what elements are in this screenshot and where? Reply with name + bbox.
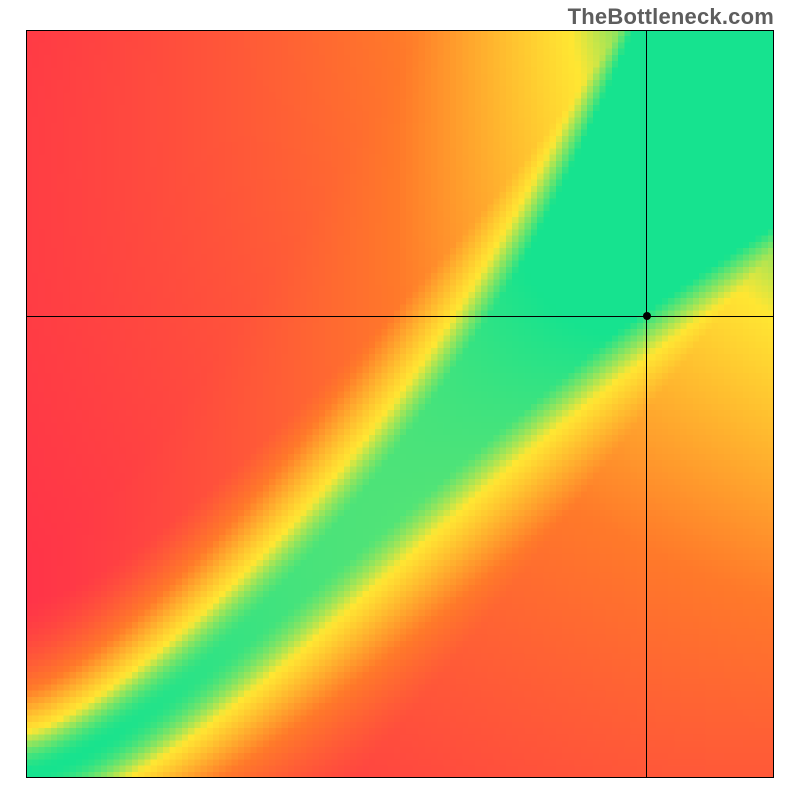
marker-point <box>643 312 651 320</box>
watermark-text: TheBottleneck.com <box>568 4 774 30</box>
crosshair-horizontal <box>26 316 774 317</box>
heatmap-canvas <box>26 30 774 778</box>
crosshair-vertical <box>646 30 647 778</box>
plot-area <box>26 30 774 778</box>
